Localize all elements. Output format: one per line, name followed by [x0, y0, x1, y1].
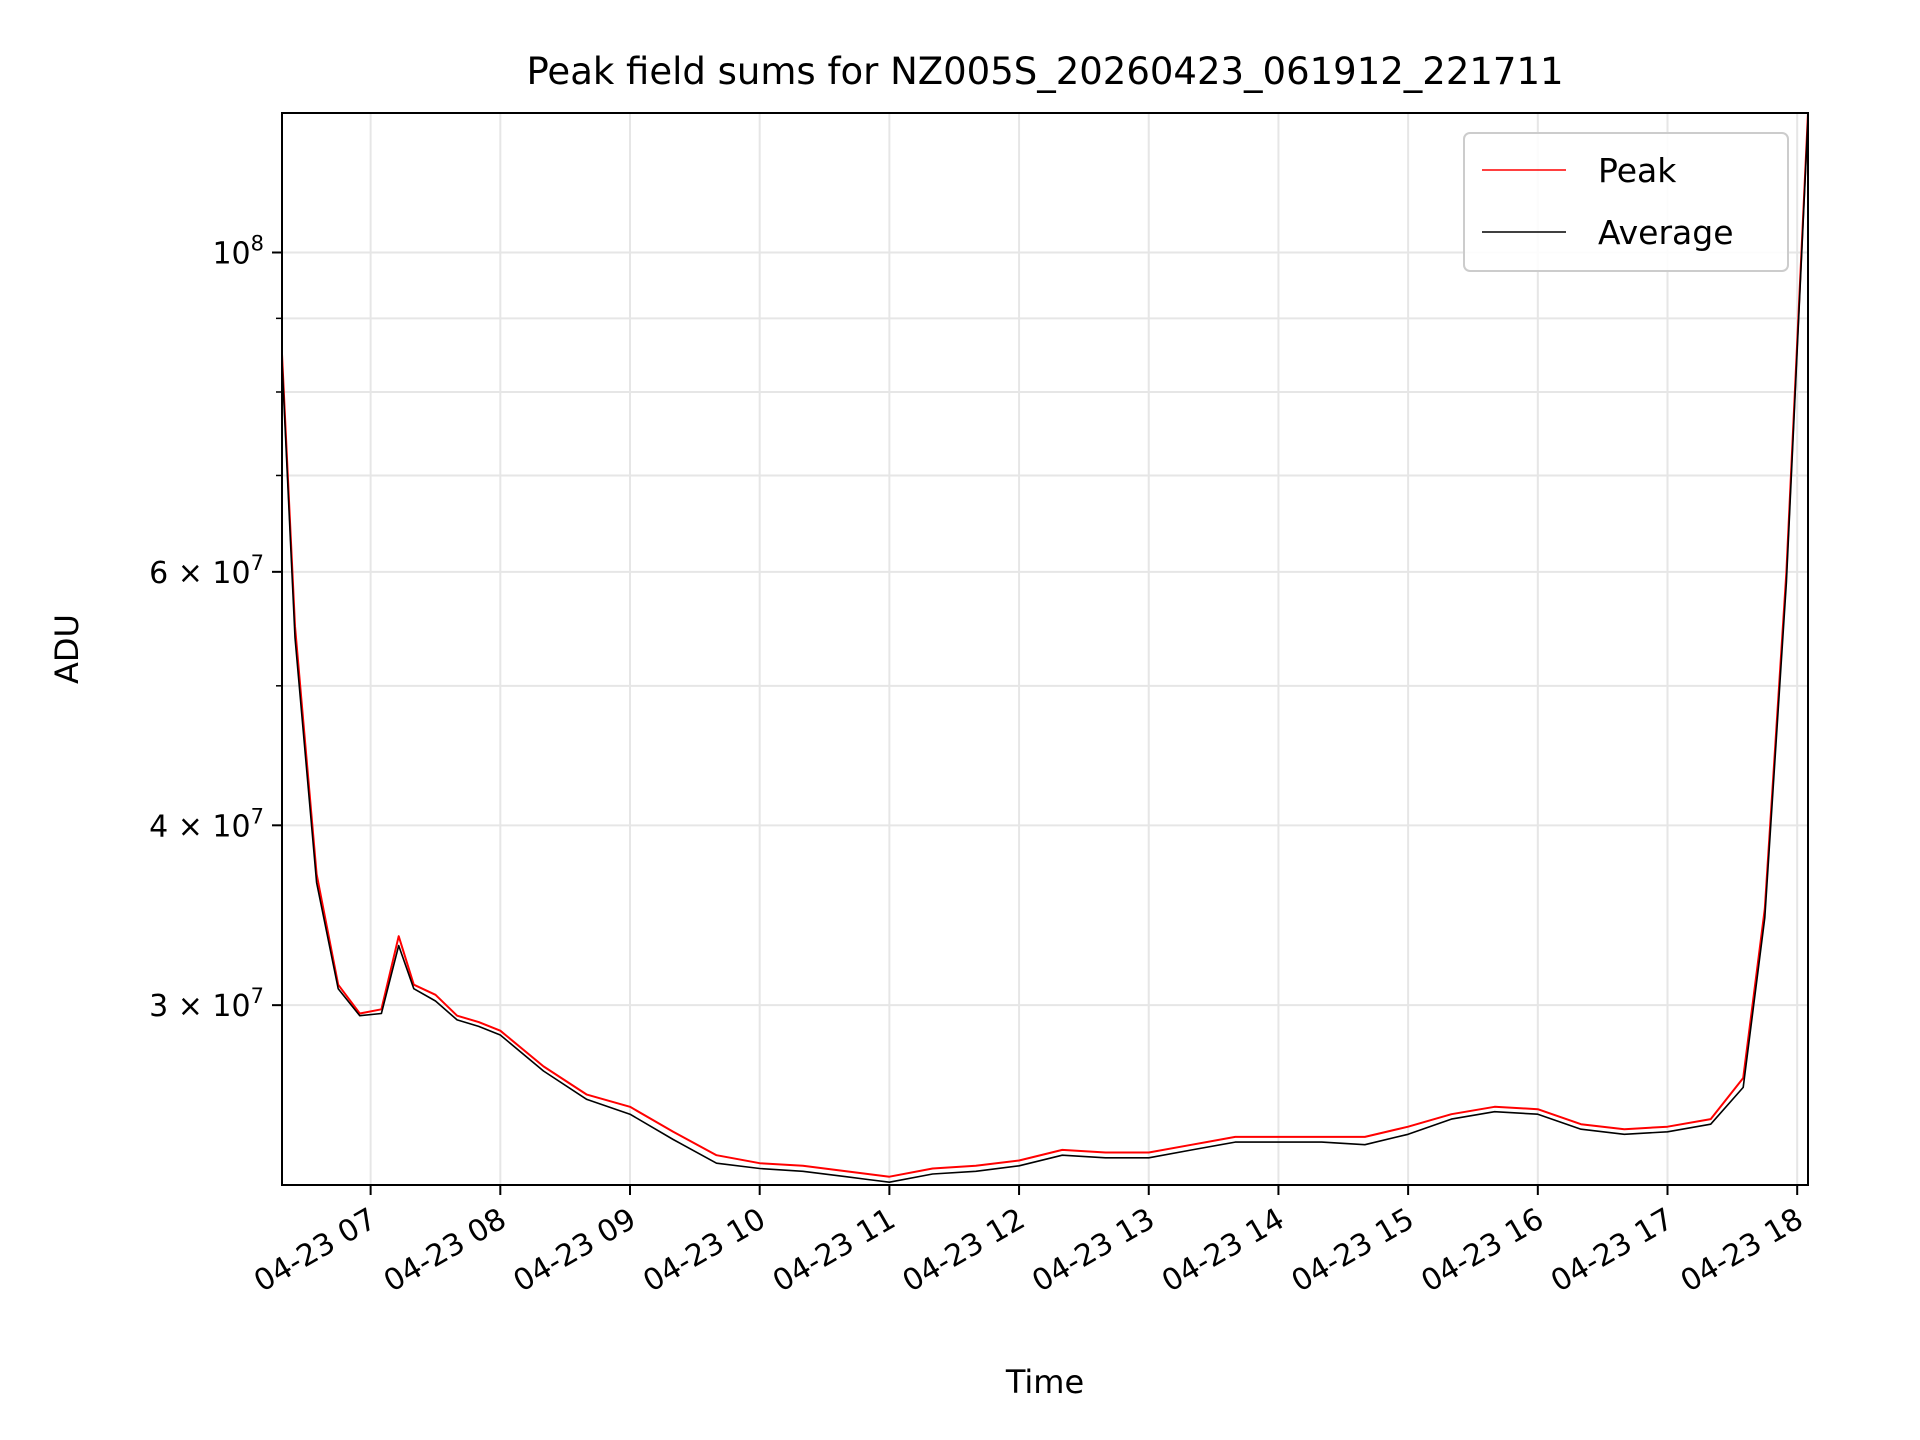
- plot-frame: [281, 112, 1809, 1186]
- legend-box: [1463, 132, 1789, 272]
- y-axis-title: ADU: [48, 614, 86, 684]
- y-axis: 3 × 107 4 × 107 6 × 107 108: [149, 231, 282, 1024]
- y-tick-label: 3 × 107: [149, 984, 264, 1024]
- x-axis-title: Time: [1005, 1363, 1084, 1401]
- y-tick-label: 6 × 107: [149, 551, 264, 591]
- y-tick-label: 108: [212, 231, 264, 271]
- y-tick-label: 4 × 107: [149, 804, 264, 844]
- legend: Peak Average: [1463, 132, 1789, 272]
- legend-label-average: Average: [1598, 213, 1734, 252]
- data-series: [281, 112, 1809, 1183]
- legend-label-peak: Peak: [1598, 151, 1677, 190]
- chart-title: Peak field sums for NZ005S_20260423_0619…: [526, 50, 1563, 93]
